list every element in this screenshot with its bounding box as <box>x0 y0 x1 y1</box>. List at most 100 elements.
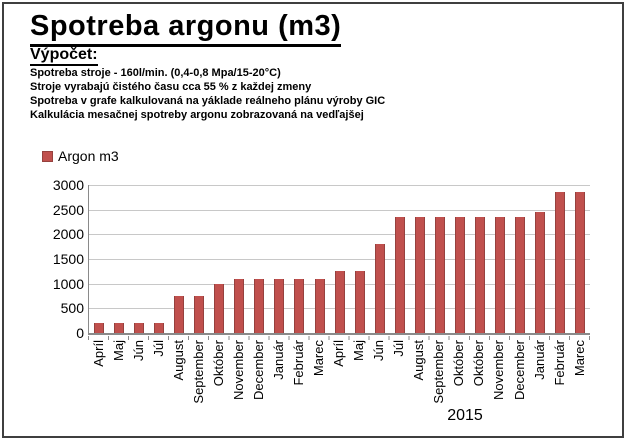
x-label-slot: Jún <box>369 340 389 410</box>
bar-slot <box>570 192 590 333</box>
x-label-slot: Júl <box>389 340 409 410</box>
x-label-slot: Marec <box>569 340 589 410</box>
x-tick-label: August <box>170 340 186 381</box>
x-label-slot: November <box>228 340 248 410</box>
y-tick-label: 500 <box>60 300 84 317</box>
gridline <box>89 259 590 260</box>
bar-slot <box>550 192 570 333</box>
x-label-slot: Február <box>288 340 308 410</box>
bar-slot <box>209 283 229 333</box>
bar <box>94 323 105 333</box>
x-tick-label: December <box>511 340 527 400</box>
bar <box>134 323 145 333</box>
x-axis-ticks <box>88 336 590 340</box>
x-tick-label: Február <box>290 340 306 386</box>
bar <box>555 192 566 333</box>
x-label-slot: Maj <box>108 340 128 410</box>
gridline <box>89 234 590 236</box>
bar <box>174 296 185 333</box>
note-line: Stroje vyrabajú čistého času cca 55 % z … <box>30 81 312 93</box>
bar <box>314 278 325 333</box>
page-title: Spotreba argonu (m3) <box>30 10 342 47</box>
bar-slot <box>269 278 289 333</box>
x-label-slot: August <box>168 340 188 410</box>
gridline <box>89 185 590 186</box>
x-label-slot: Apríl <box>88 340 108 410</box>
x-axis-labels: Apríl Maj Jún Júl August September Október Nove… <box>88 340 589 410</box>
bar <box>454 217 465 333</box>
x-label-slot: Október <box>469 340 489 410</box>
x-tick-label: Január <box>270 340 286 380</box>
bar-slot <box>149 323 169 333</box>
bar-slot <box>109 323 129 333</box>
x-label-slot: Október <box>208 340 228 410</box>
bar <box>214 283 225 333</box>
x-label-slot: Maj <box>349 340 369 410</box>
x-tick-label: December <box>250 340 266 400</box>
x-tick-label: November <box>230 340 246 400</box>
bars-row <box>89 185 590 333</box>
x-tick-label: Jún <box>371 340 387 361</box>
bar-slot <box>490 217 510 333</box>
y-tick-label: 1500 <box>52 251 84 267</box>
x-tick-label: Október <box>471 340 487 387</box>
x-tick-label: Maj <box>351 340 367 361</box>
y-tick-label: 2500 <box>52 201 84 218</box>
bar-slot <box>450 217 470 333</box>
bar-slot <box>430 217 450 333</box>
x-label-slot: Január <box>268 340 288 410</box>
bar-slot <box>350 271 370 333</box>
x-tick-label: Júl <box>150 340 166 357</box>
x-label-slot: Jún <box>128 340 148 410</box>
x-label-slot: Apríl <box>329 340 349 410</box>
x-label-slot: September <box>188 340 208 410</box>
bar <box>334 271 345 333</box>
x-tick-label: Júl <box>391 340 407 357</box>
bar <box>194 296 205 333</box>
x-label-slot: August <box>409 340 429 410</box>
bar-slot <box>289 278 309 333</box>
bar-slot <box>530 212 550 333</box>
bar <box>535 212 546 333</box>
bar <box>294 278 305 333</box>
x-label-slot: December <box>248 340 268 410</box>
x-tick-label: Január <box>531 340 547 380</box>
x-tick-label: Marec <box>571 340 587 377</box>
year-label: 2015 <box>447 407 483 424</box>
x-tick-label: Marec <box>311 340 327 377</box>
bar <box>474 217 485 333</box>
bar-slot <box>390 217 410 333</box>
bar-slot <box>510 217 530 333</box>
y-tick-label: 3000 <box>52 177 84 193</box>
legend-label: Argon m3 <box>58 148 119 164</box>
x-tick-label: Október <box>210 340 226 387</box>
bar-slot <box>310 278 330 333</box>
x-tick-label: Február <box>551 340 567 386</box>
bar-slot <box>370 244 390 333</box>
bar-slot <box>89 323 109 333</box>
bar <box>394 217 405 333</box>
bar <box>414 217 425 333</box>
legend-swatch-icon <box>42 150 53 162</box>
x-label-slot: Júl <box>148 340 168 410</box>
bar <box>154 323 165 333</box>
bar <box>354 271 365 333</box>
bar-slot <box>229 278 249 333</box>
bar <box>575 192 586 333</box>
note-line: Kalkulácia mesačnej spotreby argonu zobr… <box>30 109 364 121</box>
bar <box>515 217 525 333</box>
bar <box>114 323 125 333</box>
x-tick-label: Maj <box>110 340 126 361</box>
bar <box>254 278 265 333</box>
x-label-slot: December <box>509 340 529 410</box>
bar-slot <box>129 323 149 333</box>
x-tick-label: Jún <box>130 340 146 361</box>
bar <box>274 278 285 333</box>
note-line: Spotreba stroje - 160l/min. (0,4-0,8 Mpa… <box>30 67 281 79</box>
bar-slot <box>189 296 209 333</box>
chart-legend: Argon m3 <box>42 148 119 164</box>
x-tick-label: Apríl <box>90 340 106 367</box>
x-label-slot: September <box>429 340 449 410</box>
x-label-slot: November <box>489 340 509 410</box>
